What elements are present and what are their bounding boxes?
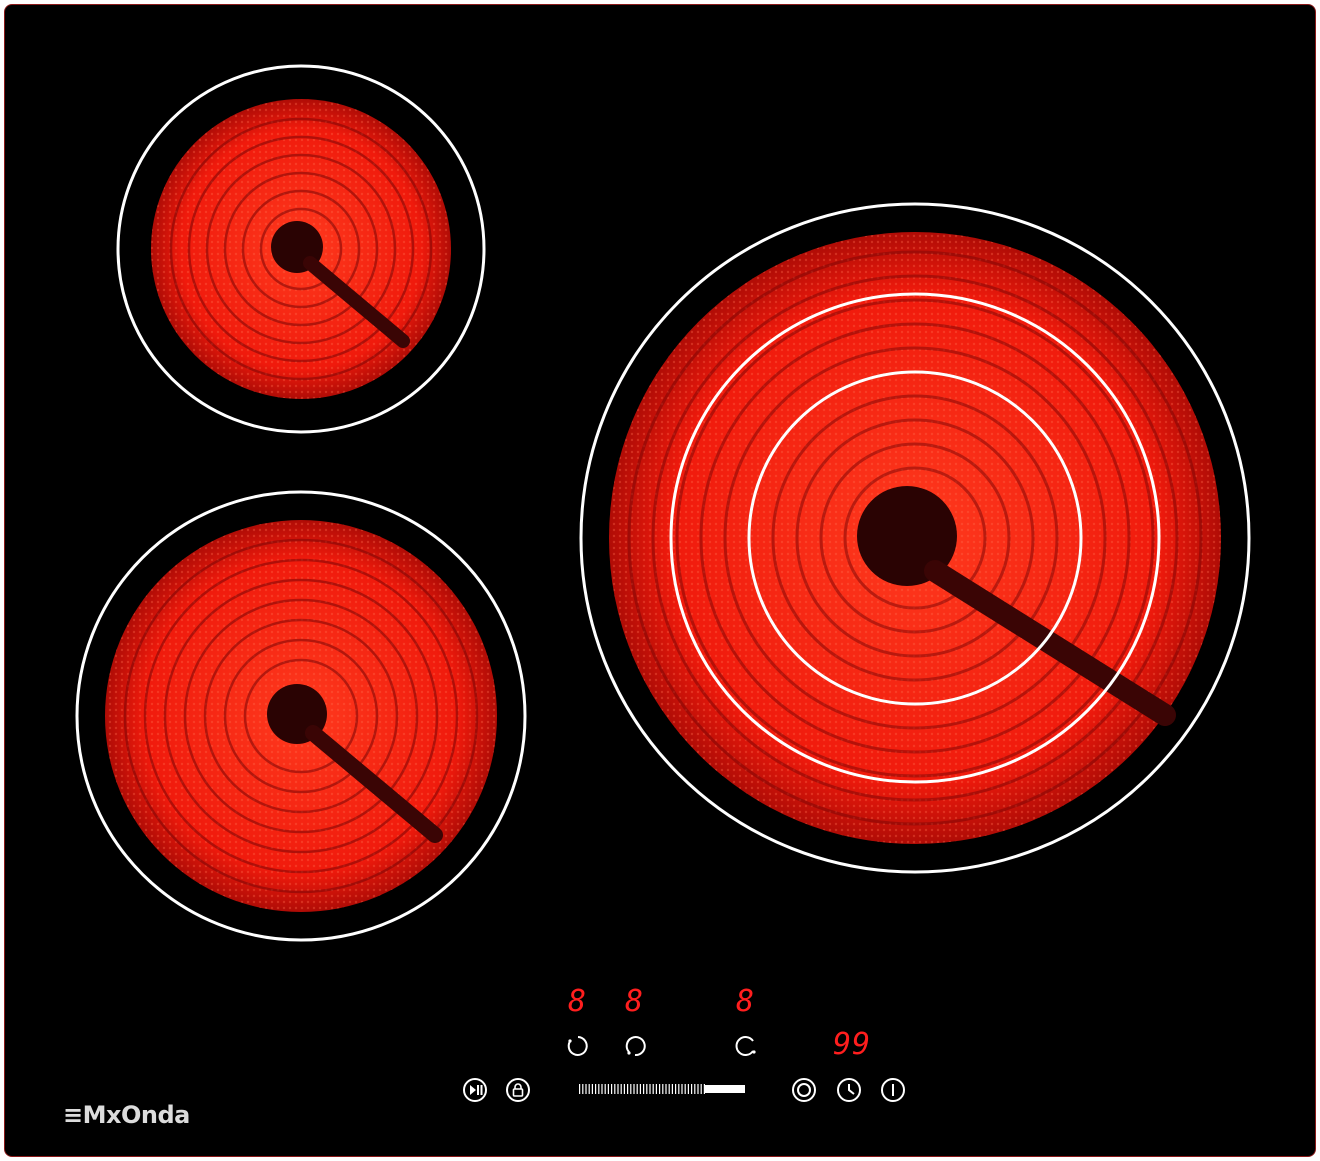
slider-tick — [646, 1084, 648, 1094]
display-zone-front-left: 8 — [568, 984, 588, 1019]
slider-tick — [636, 1084, 638, 1094]
slider-tick — [582, 1084, 584, 1094]
power-slider[interactable] — [579, 1084, 745, 1094]
slider-tick — [703, 1084, 705, 1094]
slider-tick — [652, 1084, 654, 1094]
slider-tick — [697, 1084, 699, 1094]
slider-tick — [614, 1084, 616, 1094]
slider-tick — [630, 1084, 632, 1094]
slider-tick — [665, 1084, 667, 1094]
slider-tick — [617, 1084, 619, 1094]
slider-tick — [598, 1084, 600, 1094]
power-icon[interactable] — [880, 1077, 906, 1103]
slider-tick — [649, 1084, 651, 1094]
brand-logo: ≡MxOnda — [63, 1101, 190, 1129]
slider-tick — [595, 1084, 597, 1094]
brand-name: MxOnda — [82, 1101, 191, 1129]
slider-tick — [668, 1084, 670, 1094]
slider-tick — [623, 1084, 625, 1094]
slider-tick — [662, 1084, 664, 1094]
slider-tick — [591, 1084, 593, 1094]
dual-zone-icon[interactable] — [791, 1077, 817, 1103]
slider-tick — [627, 1084, 629, 1094]
slider-tick — [659, 1084, 661, 1094]
play-pause-icon[interactable] — [462, 1077, 488, 1103]
slider-fill — [705, 1085, 745, 1093]
slider-tick — [687, 1084, 689, 1094]
slider-tick — [620, 1084, 622, 1094]
slider-tick — [639, 1084, 641, 1094]
zone-rear-left — [116, 64, 486, 434]
slider-tick — [675, 1084, 677, 1094]
slider-tick — [585, 1084, 587, 1094]
logo-wing-icon: ≡ — [63, 1101, 83, 1129]
display-zone-right: 8 — [736, 984, 756, 1019]
zone-front-left — [75, 490, 527, 942]
display-timer: 99 — [833, 1027, 872, 1062]
zone-select-rear-left-icon[interactable] — [622, 1033, 648, 1059]
slider-tick — [579, 1084, 581, 1094]
slider-tick — [671, 1084, 673, 1094]
slider-tick — [700, 1084, 702, 1094]
slider-tick — [643, 1084, 645, 1094]
hob-glass-panel: 8 8 8 99 ≡MxOnda — [4, 4, 1316, 1157]
zone-select-right-icon[interactable] — [733, 1033, 759, 1059]
slider-tick — [655, 1084, 657, 1094]
slider-tick — [691, 1084, 693, 1094]
display-zone-rear-left: 8 — [625, 984, 645, 1019]
slider-tick — [678, 1084, 680, 1094]
clock-icon[interactable] — [836, 1077, 862, 1103]
slider-tick — [604, 1084, 606, 1094]
zone-right-triple — [579, 202, 1251, 874]
slider-tick — [684, 1084, 686, 1094]
slider-tick — [633, 1084, 635, 1094]
slider-tick — [611, 1084, 613, 1094]
slider-tick — [607, 1084, 609, 1094]
slider-tick — [601, 1084, 603, 1094]
slider-tick — [681, 1084, 683, 1094]
slider-tick — [694, 1084, 696, 1094]
zone-select-front-left-icon[interactable] — [565, 1033, 591, 1059]
slider-tick — [588, 1084, 590, 1094]
lock-icon[interactable] — [505, 1077, 531, 1103]
cooking-zones — [75, 64, 1251, 1094]
